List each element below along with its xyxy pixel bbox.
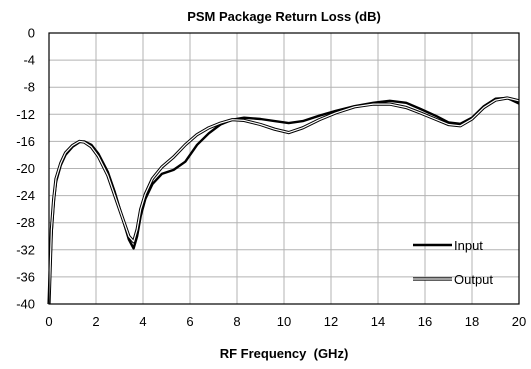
series-line-output-inner <box>48 97 520 305</box>
grid <box>48 32 520 305</box>
y-tick-label: -40 <box>16 297 35 312</box>
y-tick-label: -24 <box>16 188 35 203</box>
legend-label-input: Input <box>454 238 483 253</box>
y-tick-label: -36 <box>16 269 35 284</box>
legend: Input Output <box>413 238 493 287</box>
y-tick-label: -32 <box>16 242 35 257</box>
x-tick-labels: 0 2 4 6 8 10 12 14 16 18 20 <box>45 314 526 329</box>
chart-title: PSM Package Return Loss (dB) <box>187 9 381 24</box>
y-tick-label: -16 <box>16 134 35 149</box>
x-tick-label: 8 <box>233 314 240 329</box>
x-tick-label: 12 <box>324 314 338 329</box>
y-tick-label: -20 <box>16 161 35 176</box>
y-tick-label: -8 <box>23 80 35 95</box>
plot-frame <box>48 32 520 305</box>
legend-label-output: Output <box>454 272 493 287</box>
x-tick-label: 16 <box>418 314 432 329</box>
y-tick-label: -12 <box>16 107 35 122</box>
x-tick-label: 18 <box>465 314 479 329</box>
series-lines <box>47 96 520 305</box>
x-tick-label: 4 <box>139 314 146 329</box>
x-tick-label: 14 <box>371 314 385 329</box>
x-axis-label: RF Frequency (GHz) <box>220 346 349 361</box>
x-tick-label: 0 <box>45 314 52 329</box>
y-tick-labels: 0 -4 -8 -12 -16 -20 -24 -28 -32 -36 -40 <box>16 26 35 312</box>
y-tick-label: -28 <box>16 215 35 230</box>
x-tick-label: 10 <box>277 314 291 329</box>
y-tick-label: 0 <box>28 26 35 41</box>
x-tick-label: 2 <box>92 314 99 329</box>
x-tick-label: 20 <box>512 314 526 329</box>
y-tick-label: -4 <box>23 53 35 68</box>
x-tick-label: 6 <box>186 314 193 329</box>
